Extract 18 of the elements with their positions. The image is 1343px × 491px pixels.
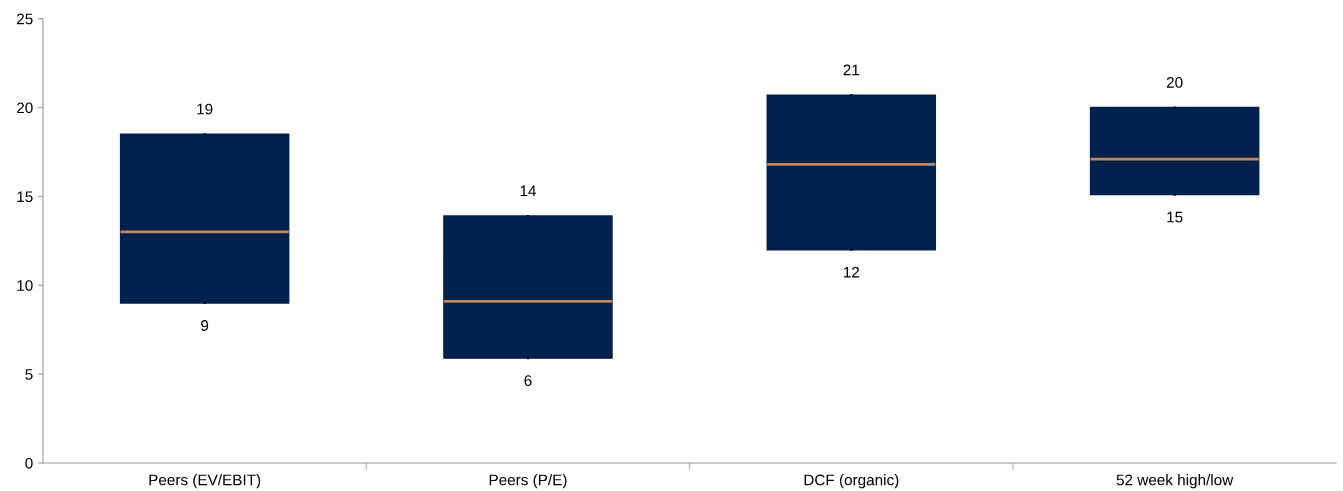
x-tick-label: Peers (P/E) (489, 474, 567, 489)
annotation: 12 (843, 266, 860, 278)
y-tick-label: 5 (25, 369, 33, 380)
annotation: 20 (1166, 77, 1183, 88)
annotation: 21 (843, 64, 860, 76)
y-tick-label: 10 (17, 280, 33, 291)
annotation: 14 (520, 185, 537, 197)
y-tick-label: 20 (17, 102, 33, 114)
y-tick-label: 15 (17, 191, 33, 203)
y-tick-label: 0 (25, 457, 33, 469)
x-tick-label: DCF (organic) (804, 474, 899, 489)
x-tick-label: Peers (EV/EBIT) (149, 474, 261, 489)
x-tick-label: 52 week high/low (1116, 474, 1234, 489)
annotation: 6 (524, 375, 532, 387)
annotation: 19 (197, 103, 213, 115)
y-tick-label: 25 (17, 13, 33, 25)
annotation: 9 (201, 320, 209, 331)
annotation: 15 (1167, 211, 1183, 223)
